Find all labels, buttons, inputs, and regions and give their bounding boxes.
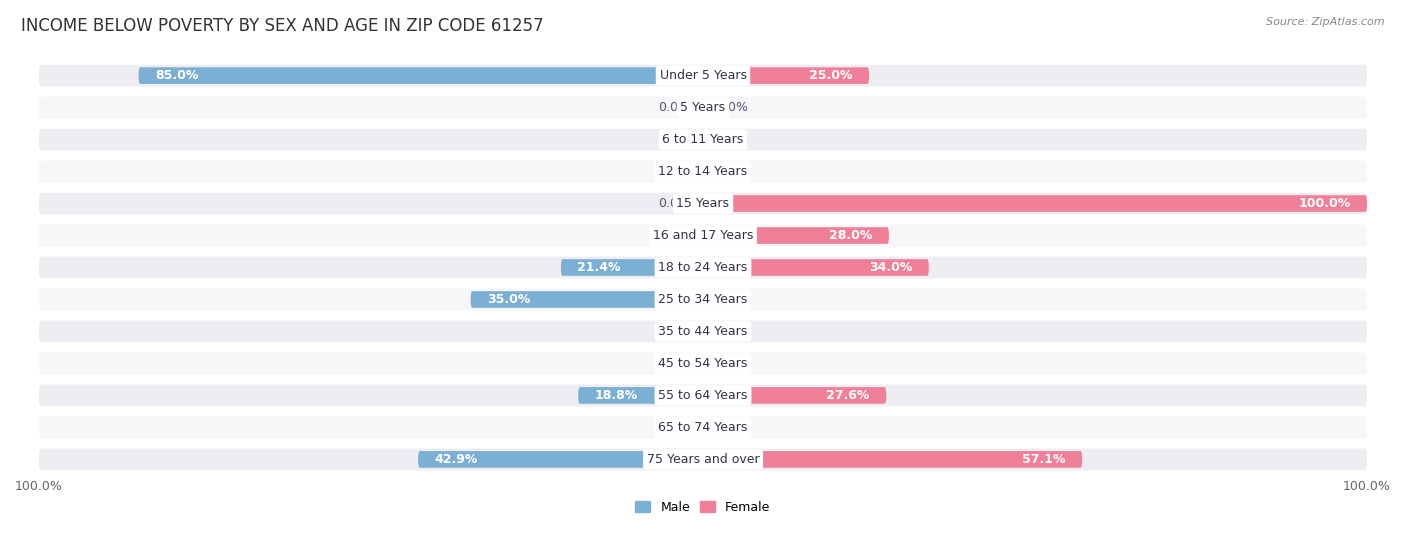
Text: 25 to 34 Years: 25 to 34 Years bbox=[658, 293, 748, 306]
Text: 42.9%: 42.9% bbox=[434, 453, 478, 466]
Text: Source: ZipAtlas.com: Source: ZipAtlas.com bbox=[1267, 17, 1385, 27]
FancyBboxPatch shape bbox=[39, 288, 1367, 310]
FancyBboxPatch shape bbox=[39, 416, 1367, 438]
Text: Under 5 Years: Under 5 Years bbox=[659, 69, 747, 82]
Text: 34.0%: 34.0% bbox=[869, 261, 912, 274]
Text: 0.0%: 0.0% bbox=[658, 325, 690, 338]
Text: 25.0%: 25.0% bbox=[808, 69, 852, 82]
Text: 57.1%: 57.1% bbox=[1022, 453, 1066, 466]
FancyBboxPatch shape bbox=[693, 419, 703, 436]
FancyBboxPatch shape bbox=[39, 129, 1367, 151]
Text: 0.0%: 0.0% bbox=[716, 293, 748, 306]
FancyBboxPatch shape bbox=[39, 257, 1367, 278]
Text: 65 to 74 Years: 65 to 74 Years bbox=[658, 421, 748, 434]
Text: 0.0%: 0.0% bbox=[658, 165, 690, 178]
Text: 5 Years: 5 Years bbox=[681, 101, 725, 114]
Text: 0.0%: 0.0% bbox=[658, 229, 690, 242]
Text: 21.4%: 21.4% bbox=[578, 261, 621, 274]
Text: 55 to 64 Years: 55 to 64 Years bbox=[658, 389, 748, 402]
FancyBboxPatch shape bbox=[39, 384, 1367, 406]
FancyBboxPatch shape bbox=[703, 227, 889, 244]
Text: 0.0%: 0.0% bbox=[658, 357, 690, 370]
Text: INCOME BELOW POVERTY BY SEX AND AGE IN ZIP CODE 61257: INCOME BELOW POVERTY BY SEX AND AGE IN Z… bbox=[21, 17, 544, 35]
Text: 0.0%: 0.0% bbox=[658, 197, 690, 210]
Text: 0.0%: 0.0% bbox=[716, 165, 748, 178]
FancyBboxPatch shape bbox=[39, 161, 1367, 182]
FancyBboxPatch shape bbox=[39, 449, 1367, 470]
Text: 35 to 44 Years: 35 to 44 Years bbox=[658, 325, 748, 338]
Text: 0.0%: 0.0% bbox=[716, 357, 748, 370]
Text: 0.0%: 0.0% bbox=[716, 101, 748, 114]
FancyBboxPatch shape bbox=[39, 225, 1367, 247]
FancyBboxPatch shape bbox=[39, 97, 1367, 118]
Text: 75 Years and over: 75 Years and over bbox=[647, 453, 759, 466]
Text: 18.8%: 18.8% bbox=[595, 389, 638, 402]
FancyBboxPatch shape bbox=[39, 65, 1367, 86]
Text: 0.0%: 0.0% bbox=[658, 133, 690, 146]
Text: 12 to 14 Years: 12 to 14 Years bbox=[658, 165, 748, 178]
FancyBboxPatch shape bbox=[703, 195, 1367, 212]
Text: 28.0%: 28.0% bbox=[830, 229, 872, 242]
Text: 1.5%: 1.5% bbox=[655, 421, 686, 434]
FancyBboxPatch shape bbox=[39, 353, 1367, 374]
Text: 27.6%: 27.6% bbox=[827, 389, 870, 402]
FancyBboxPatch shape bbox=[703, 451, 1083, 468]
Text: 35.0%: 35.0% bbox=[488, 293, 530, 306]
Text: 18 to 24 Years: 18 to 24 Years bbox=[658, 261, 748, 274]
Text: 6 to 11 Years: 6 to 11 Years bbox=[662, 133, 744, 146]
FancyBboxPatch shape bbox=[139, 68, 703, 84]
Text: 45 to 54 Years: 45 to 54 Years bbox=[658, 357, 748, 370]
FancyBboxPatch shape bbox=[418, 451, 703, 468]
Text: 0.0%: 0.0% bbox=[716, 133, 748, 146]
Text: 0.0%: 0.0% bbox=[716, 421, 748, 434]
Legend: Male, Female: Male, Female bbox=[630, 496, 776, 519]
FancyBboxPatch shape bbox=[703, 387, 886, 404]
FancyBboxPatch shape bbox=[471, 291, 703, 308]
Text: 0.0%: 0.0% bbox=[658, 101, 690, 114]
FancyBboxPatch shape bbox=[39, 321, 1367, 343]
FancyBboxPatch shape bbox=[703, 259, 929, 276]
FancyBboxPatch shape bbox=[578, 387, 703, 404]
Text: 100.0%: 100.0% bbox=[1298, 197, 1350, 210]
FancyBboxPatch shape bbox=[561, 259, 703, 276]
FancyBboxPatch shape bbox=[703, 68, 869, 84]
Text: 85.0%: 85.0% bbox=[155, 69, 198, 82]
Text: 0.0%: 0.0% bbox=[716, 325, 748, 338]
Text: 15 Years: 15 Years bbox=[676, 197, 730, 210]
Text: 16 and 17 Years: 16 and 17 Years bbox=[652, 229, 754, 242]
FancyBboxPatch shape bbox=[39, 193, 1367, 214]
